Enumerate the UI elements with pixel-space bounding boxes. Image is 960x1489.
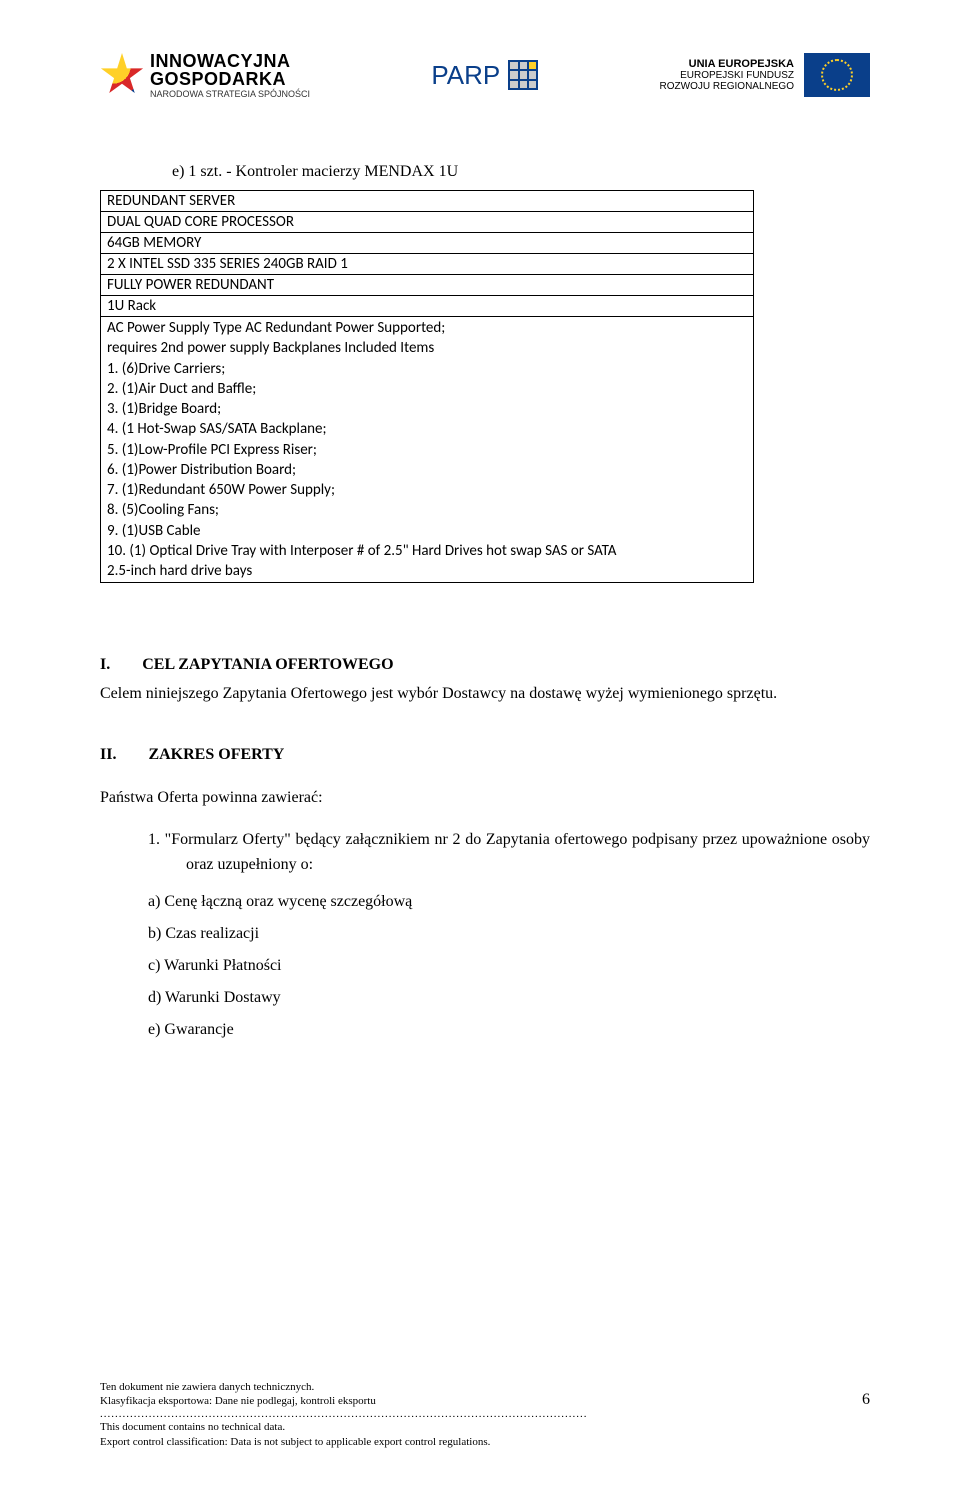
sub-c: c) Warunki Płatności — [148, 950, 870, 982]
spec-cell: 64GB MEMORY — [101, 233, 754, 254]
spec-table: REDUNDANT SERVERDUAL QUAD CORE PROCESSOR… — [100, 190, 754, 583]
sub-e: e) Gwarancje — [148, 1014, 870, 1046]
section-1: I. CEL ZAPYTANIA OFERTOWEGO Celem niniej… — [100, 653, 870, 707]
spec-row: 1U Rack — [101, 296, 754, 317]
page-number: 6 — [862, 1391, 870, 1409]
spec-row: FULLY POWER REDUNDANT — [101, 275, 754, 296]
eu-flag-icon — [804, 53, 870, 97]
spec-row: DUAL QUAD CORE PROCESSOR — [101, 212, 754, 233]
section-1-body: Celem niniejszego Zapytania Ofertowego j… — [100, 682, 870, 707]
section-2-item-1: 1. "Formularz Oferty" będący załącznikie… — [148, 828, 870, 878]
sub-d: d) Warunki Dostawy — [148, 982, 870, 1014]
star-icon — [100, 53, 144, 97]
section-2-sublist: a) Cenę łączną oraz wycenę szczegółową b… — [148, 886, 870, 1046]
logo-parp: PARP — [431, 60, 538, 91]
spec-cell: FULLY POWER REDUNDANT — [101, 275, 754, 296]
spec-row: 64GB MEMORY — [101, 233, 754, 254]
spec-row: REDUNDANT SERVER — [101, 191, 754, 212]
ig-line1: INNOWACYJNA — [150, 52, 310, 70]
spec-cell-details: AC Power Supply Type AC Redundant Power … — [101, 317, 754, 583]
sub-b: b) Czas realizacji — [148, 918, 870, 950]
footer-pl1: Ten dokument nie zawiera danych technicz… — [100, 1380, 870, 1394]
section-2-num: II. — [100, 746, 116, 763]
spec-cell: REDUNDANT SERVER — [101, 191, 754, 212]
eu-line2: EUROPEJSKI FUNDUSZ — [660, 70, 794, 81]
eu-line3: ROZWOJU REGIONALNEGO — [660, 81, 794, 92]
footer-en2: Export control classification: Data is n… — [100, 1435, 870, 1449]
section-1-title: CEL ZAPYTANIA OFERTOWEGO — [142, 656, 393, 673]
header-logo-row: INNOWACYJNA GOSPODARKA NARODOWA STRATEGI… — [100, 40, 870, 110]
sub-a: a) Cenę łączną oraz wycenę szczegółową — [148, 886, 870, 918]
section-2-title: ZAKRES OFERTY — [148, 746, 284, 763]
ig-sub: NARODOWA STRATEGIA SPÓJNOŚCI — [150, 90, 310, 99]
spec-cell: DUAL QUAD CORE PROCESSOR — [101, 212, 754, 233]
logo-innowacyjna-gospodarka: INNOWACYJNA GOSPODARKA NARODOWA STRATEGI… — [100, 52, 310, 99]
spec-cell: 1U Rack — [101, 296, 754, 317]
footer-dotline-1: ........................................… — [100, 1408, 870, 1420]
section-2-lead: Państwa Oferta powinna zawierać: — [100, 786, 870, 811]
grid-icon — [508, 60, 538, 90]
eu-line1: UNIA EUROPEJSKA — [660, 58, 794, 70]
ig-text: INNOWACYJNA GOSPODARKA NARODOWA STRATEGI… — [150, 52, 310, 99]
footer: Ten dokument nie zawiera danych technicz… — [100, 1380, 870, 1449]
section-2: II. ZAKRES OFERTY Państwa Oferta powinna… — [100, 743, 870, 1046]
spec-row: AC Power Supply Type AC Redundant Power … — [101, 317, 754, 583]
section-1-num: I. — [100, 656, 110, 673]
logo-eu: UNIA EUROPEJSKA EUROPEJSKI FUNDUSZ ROZWO… — [660, 53, 870, 97]
ig-line2: GOSPODARKA — [150, 70, 310, 88]
page: INNOWACYJNA GOSPODARKA NARODOWA STRATEGI… — [0, 0, 960, 1489]
footer-en1: This document contains no technical data… — [100, 1420, 870, 1434]
spec-row: 2 X INTEL SSD 335 SERIES 240GB RAID 1 — [101, 254, 754, 275]
parp-text: PARP — [431, 60, 500, 91]
footer-pl2: Klasyfikacja eksportowa: Dane nie podleg… — [100, 1394, 870, 1408]
eu-text: UNIA EUROPEJSKA EUROPEJSKI FUNDUSZ ROZWO… — [660, 58, 794, 92]
list-item-e: e) 1 szt. - Kontroler macierzy MENDAX 1U — [172, 160, 870, 184]
spec-cell: 2 X INTEL SSD 335 SERIES 240GB RAID 1 — [101, 254, 754, 275]
